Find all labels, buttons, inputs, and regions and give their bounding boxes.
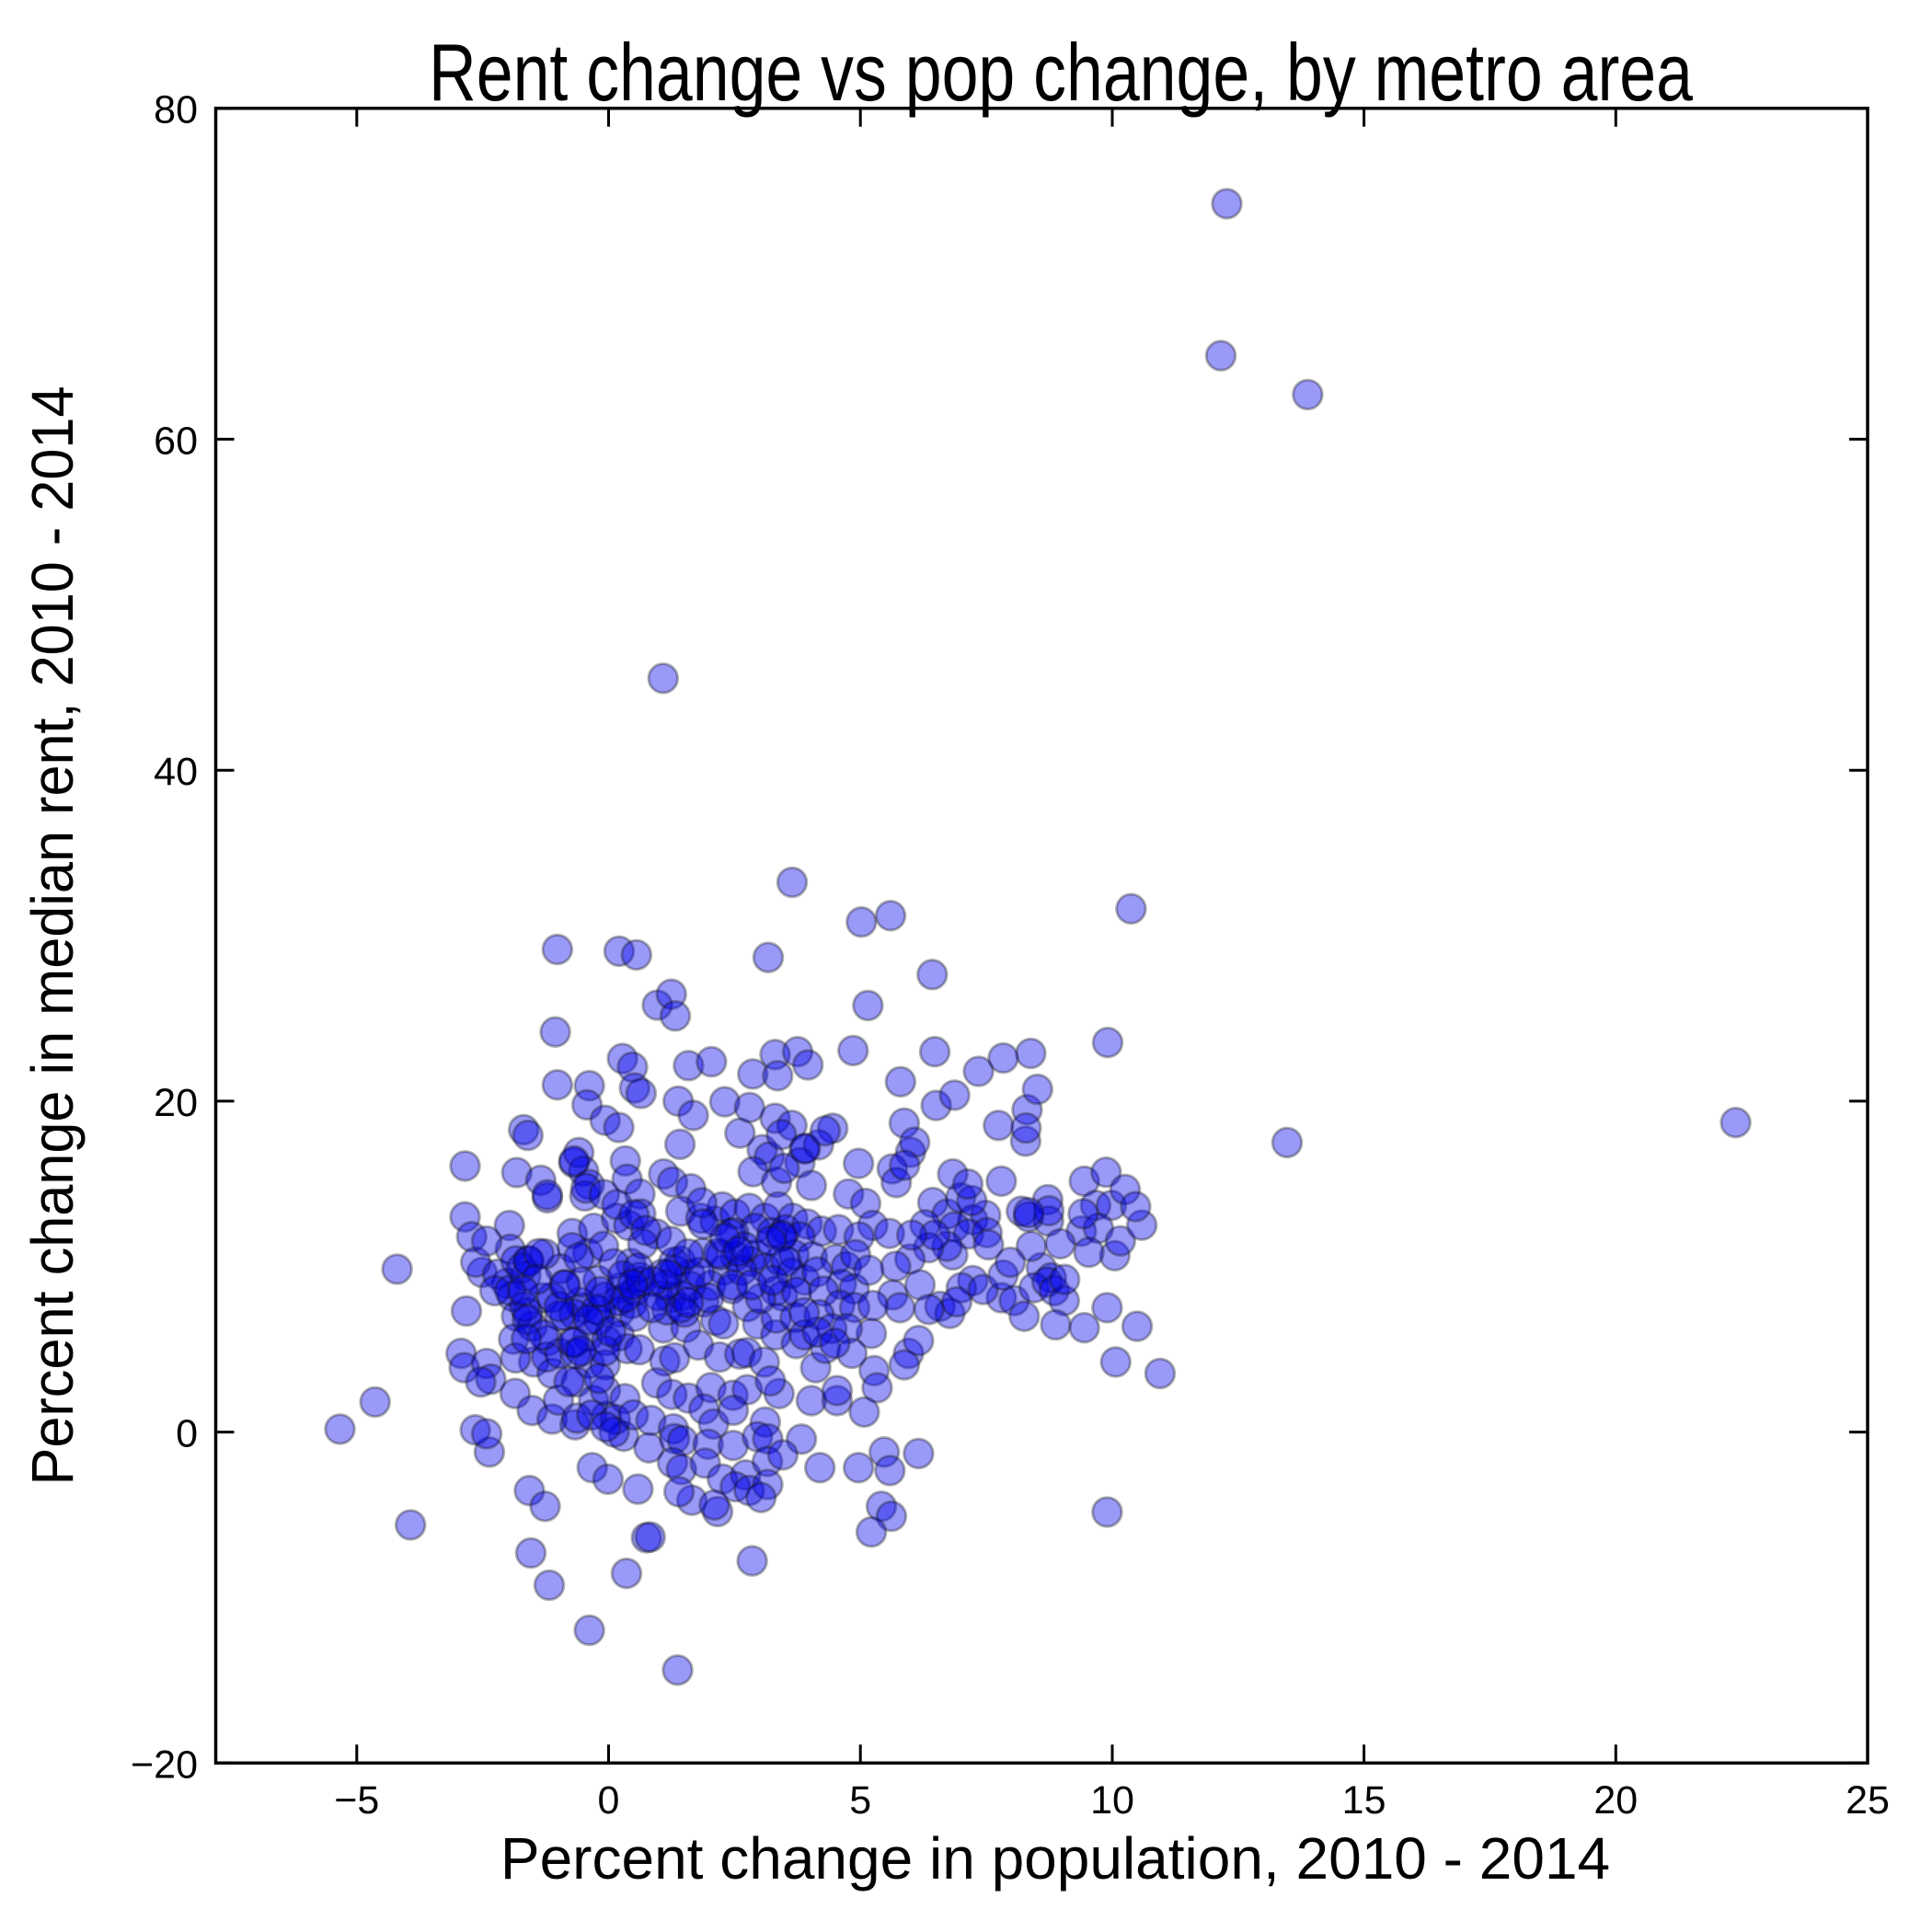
- svg-text:60: 60: [154, 419, 198, 463]
- svg-text:20: 20: [1593, 1778, 1638, 1823]
- svg-text:10: 10: [1090, 1778, 1134, 1823]
- svg-text:−20: −20: [131, 1742, 198, 1787]
- svg-text:−5: −5: [334, 1778, 379, 1823]
- svg-text:0: 0: [176, 1412, 198, 1456]
- svg-text:5: 5: [849, 1778, 871, 1823]
- svg-text:25: 25: [1846, 1778, 1890, 1823]
- svg-text:80: 80: [154, 88, 198, 132]
- svg-text:40: 40: [154, 750, 198, 794]
- svg-text:Rent change vs pop change, by: Rent change vs pop change, by metro area: [429, 27, 1693, 118]
- svg-text:Percent change in median rent,: Percent change in median rent, 2010 - 20…: [19, 386, 86, 1486]
- svg-text:15: 15: [1342, 1778, 1386, 1823]
- svg-text:Percent change in population,: Percent change in population, 2010 - 201…: [500, 1825, 1610, 1892]
- svg-text:0: 0: [598, 1778, 620, 1823]
- svg-text:20: 20: [154, 1081, 198, 1125]
